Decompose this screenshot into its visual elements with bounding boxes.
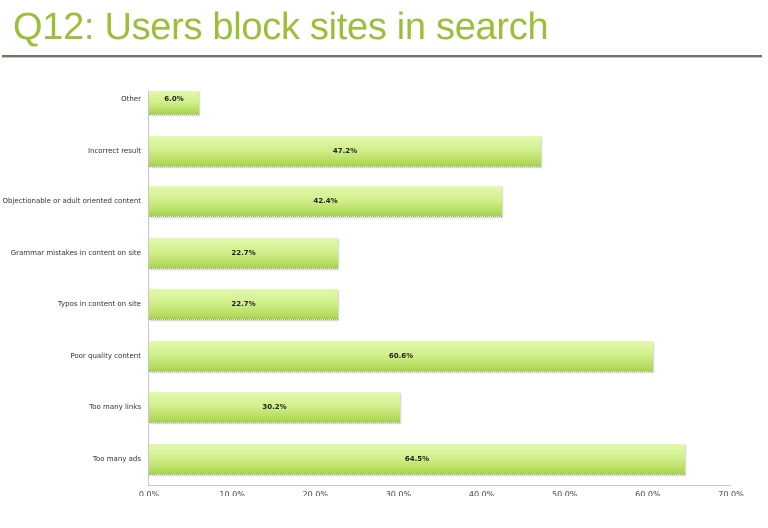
x-tick-label: 50.0%: [551, 490, 578, 496]
x-tick-label: 20.0%: [302, 490, 328, 496]
bar-value-label: 22.7%: [231, 300, 256, 308]
x-axis-ticks: 0.0% 10.0% 20.0% 30.0% 40.0% 50.0% 60.0% 70.0%: [0, 490, 768, 496]
bar-value-label: 47.2%: [332, 147, 358, 155]
bar-value-label: 22.7%: [231, 249, 256, 257]
category-label: Grammar mistakes in content on site: [10, 249, 141, 257]
bar-value-label: 30.2%: [262, 403, 287, 411]
bar: 42.4%: [149, 186, 502, 217]
bar-value-label: 60.6%: [388, 352, 414, 360]
category-label: Other: [121, 95, 141, 103]
category-label: Too many links: [89, 403, 141, 411]
bar: 64.5%: [149, 444, 685, 475]
x-tick-label: 10.0%: [219, 490, 245, 496]
bar-value-label: 42.4%: [313, 197, 338, 205]
bar: 22.7%: [149, 289, 338, 320]
x-tick-label: 0.0%: [138, 490, 160, 496]
category-label: Poor quality content: [70, 352, 141, 360]
category-label: Too many ads: [92, 455, 141, 463]
x-tick-label: 70.0%: [718, 490, 744, 496]
category-label: Incorrect result: [87, 147, 141, 155]
x-tick-label: 40.0%: [468, 490, 495, 496]
x-tick-label: 60.0%: [635, 490, 661, 496]
y-axis-line: [148, 91, 149, 486]
x-axis-line: [148, 485, 731, 486]
title-divider: [2, 55, 762, 57]
bar: 6.0%: [149, 91, 199, 115]
x-tick-label: 30.0%: [385, 490, 412, 496]
category-label: Typos in content on site: [57, 300, 141, 308]
bar: 22.7%: [149, 238, 338, 269]
bar: 60.6%: [149, 341, 653, 372]
bar-value-label: 6.0%: [164, 95, 184, 103]
page-title: Q12: Users block sites in search: [13, 6, 549, 48]
title-divider-shadow: [2, 57, 762, 58]
bar-value-label: 64.5%: [404, 455, 430, 463]
bar: 30.2%: [149, 392, 400, 423]
category-label: Objectionable or adult oriented content: [2, 197, 141, 205]
bar: 47.2%: [149, 136, 541, 167]
